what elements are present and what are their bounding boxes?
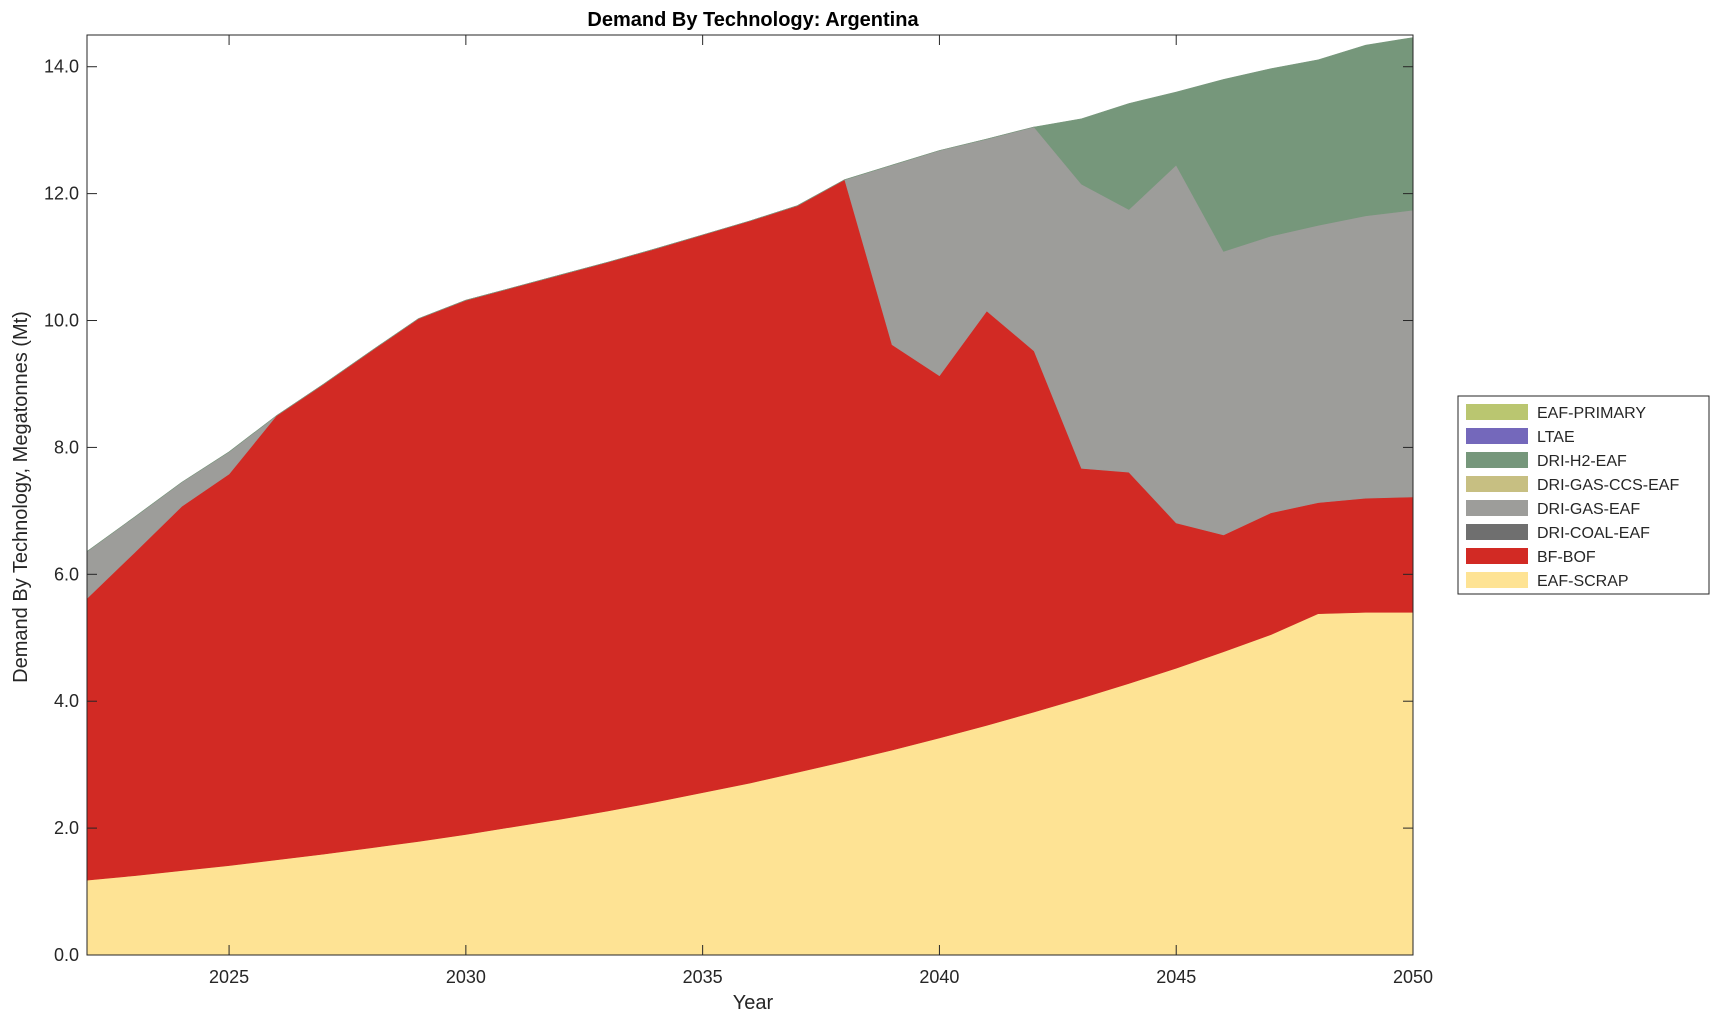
legend-label-eaf-primary: EAF-PRIMARY [1537, 405, 1646, 422]
legend-swatch-dri-gas-ccs-eaf [1466, 476, 1528, 492]
legend-swatch-dri-h2-eaf [1466, 452, 1528, 468]
legend-label-dri-h2-eaf: DRI-H2-EAF [1537, 453, 1627, 470]
legend-swatch-dri-coal-eaf [1466, 524, 1528, 540]
x-axis-ticks: 2025 2030 2035 2040 2045 2050 [209, 35, 1433, 987]
x-tick-label: 2030 [446, 967, 486, 987]
legend-label-bf-bof: BF-BOF [1537, 549, 1596, 566]
y-tick-label: 12.0 [44, 184, 79, 204]
y-tick-label: 14.0 [44, 57, 79, 77]
legend-label-ltae: LTAE [1537, 429, 1575, 446]
x-tick-label: 2040 [919, 967, 959, 987]
chart-title: Demand By Technology: Argentina [587, 9, 919, 31]
legend-label-dri-coal-eaf: DRI-COAL-EAF [1537, 525, 1650, 542]
y-tick-label: 6.0 [54, 564, 79, 584]
y-tick-label: 8.0 [54, 437, 79, 457]
legend-swatch-dri-gas-eaf [1466, 500, 1528, 516]
y-tick-label: 10.0 [44, 311, 79, 331]
x-tick-label: 2050 [1393, 967, 1433, 987]
x-tick-label: 2025 [209, 967, 249, 987]
y-tick-label: 0.0 [54, 945, 79, 965]
y-tick-label: 2.0 [54, 818, 79, 838]
legend: EAF-PRIMARY LTAE DRI-H2-EAF DRI-GAS-CCS-EAF… [1457, 395, 1710, 595]
plot-frame [86, 34, 1414, 956]
legend-label-dri-gas-eaf: DRI-GAS-EAF [1537, 501, 1640, 518]
legend-swatch-ltae [1466, 428, 1528, 444]
x-tick-label: 2045 [1156, 967, 1196, 987]
y-axis-label: Demand By Technology, Megatonnes (Mt) [10, 311, 32, 683]
x-axis-label: Year [733, 992, 774, 1014]
legend-label-eaf-scrap: EAF-SCRAP [1537, 573, 1629, 590]
x-tick-label: 2035 [683, 967, 723, 987]
legend-swatch-bf-bof [1466, 548, 1528, 564]
area-layers [86, 37, 1414, 956]
y-tick-label: 4.0 [54, 691, 79, 711]
y-axis-ticks: 0.0 2.0 4.0 6.0 8.0 10.0 12.0 14.0 [44, 57, 1413, 965]
legend-swatch-eaf-primary [1466, 404, 1528, 420]
legend-label-dri-gas-ccs-eaf: DRI-GAS-CCS-EAF [1537, 477, 1679, 494]
legend-swatch-eaf-scrap [1466, 572, 1528, 588]
